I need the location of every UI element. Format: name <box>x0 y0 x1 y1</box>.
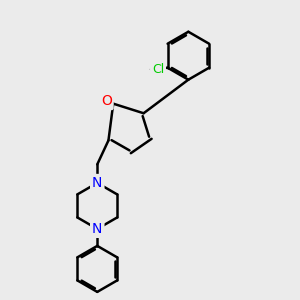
Text: N: N <box>92 222 103 236</box>
Text: O: O <box>101 94 112 108</box>
Text: Cl: Cl <box>152 63 164 76</box>
Text: N: N <box>92 176 103 190</box>
